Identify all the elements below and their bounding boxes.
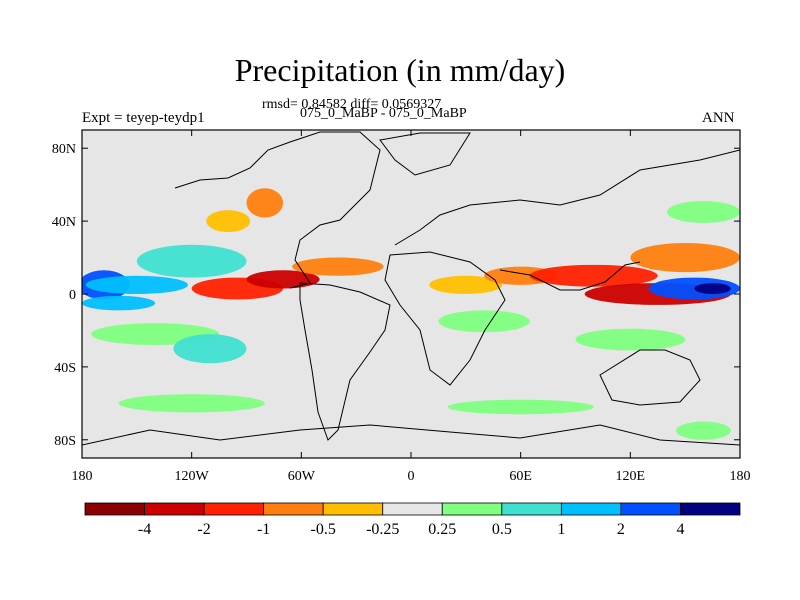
colorbar-label: -2 xyxy=(197,521,210,538)
anomaly-region xyxy=(246,188,284,218)
anomaly-region xyxy=(447,399,594,415)
colorbar-swatch xyxy=(203,502,265,516)
colorbar-swatch xyxy=(144,502,205,516)
y-axis: 80N 40N 0 40S 80S xyxy=(52,142,740,449)
anomaly-region xyxy=(82,295,156,311)
coastline-antarctica xyxy=(82,424,740,446)
anomaly-region xyxy=(694,283,731,294)
anomaly-region xyxy=(206,210,251,233)
colorbar-label: -4 xyxy=(138,521,151,538)
season-label: ANN xyxy=(702,110,735,126)
colorbar-label: 0.5 xyxy=(492,521,512,538)
colorbar-swatch xyxy=(322,502,384,516)
coastline-greenland xyxy=(379,132,471,176)
anomaly-region xyxy=(438,310,530,333)
anomaly-region xyxy=(118,394,265,413)
y-tick-label: 40N xyxy=(52,215,76,230)
figure-title: Precipitation (in mm/day) xyxy=(234,52,566,88)
x-tick-label: 180 xyxy=(72,469,93,484)
coastline-africa xyxy=(384,251,506,386)
coastline-north-america xyxy=(174,131,381,289)
colorbar: -4 -2 -1 -0.5 -0.25 0.25 0.5 1 2 4 xyxy=(84,502,741,538)
anomaly-region xyxy=(676,421,731,440)
anomaly-region xyxy=(136,244,247,278)
colorbar-label: -0.5 xyxy=(311,521,336,538)
colorbar-label: 0.25 xyxy=(428,521,456,538)
colorbar-swatch xyxy=(263,502,324,516)
stats-text: rmsd= 0.84582 diff= 0.0569327 xyxy=(262,97,442,112)
anomaly-region xyxy=(575,328,686,351)
colorbar-label: 2 xyxy=(617,521,625,538)
colorbar-swatch xyxy=(620,502,681,516)
x-tick-label: 0 xyxy=(408,469,415,484)
colorbar-swatch xyxy=(441,502,503,516)
x-tick-label: 180 xyxy=(730,469,751,484)
colorbar-swatch xyxy=(560,502,622,516)
y-tick-label: 0 xyxy=(69,288,76,303)
y-tick-label: 40S xyxy=(54,361,76,376)
x-tick-label: 60E xyxy=(509,469,532,484)
coastlines xyxy=(82,131,740,446)
anomaly-regions xyxy=(82,188,740,440)
colorbar-label: -0.25 xyxy=(366,521,399,538)
y-tick-label: 80S xyxy=(54,434,76,449)
x-axis: 180 120W 60W 0 60E 120E 180 xyxy=(72,130,751,484)
colorbar-label: 1 xyxy=(557,521,565,538)
coastline-asia-south xyxy=(499,261,641,291)
coastline-south-america xyxy=(299,282,391,441)
comparison-label: 075_0_MaBP - 075_0_MaBP xyxy=(300,106,467,121)
colorbar-swatch xyxy=(680,502,741,516)
anomaly-region xyxy=(429,275,503,294)
experiment-label: Expt = teyep-teydp1 xyxy=(82,110,205,126)
x-tick-label: 120E xyxy=(616,469,646,484)
anomaly-region xyxy=(85,275,189,294)
anomaly-region xyxy=(292,257,384,276)
anomaly-region xyxy=(630,242,740,273)
colorbar-swatch xyxy=(382,502,443,516)
y-tick-label: 80N xyxy=(52,142,76,157)
anomaly-region xyxy=(666,201,740,223)
anomaly-region xyxy=(529,264,658,287)
x-tick-label: 60W xyxy=(288,469,316,484)
colorbar-swatch xyxy=(501,502,562,516)
coastline-australia xyxy=(599,349,701,406)
anomaly-region xyxy=(173,334,247,364)
coastline-eurasia xyxy=(394,149,740,246)
anomaly-region xyxy=(246,270,320,289)
colorbar-swatch xyxy=(84,502,145,516)
x-tick-label: 120W xyxy=(175,469,210,484)
colorbar-label: -1 xyxy=(257,521,270,538)
colorbar-label: 4 xyxy=(676,521,684,538)
